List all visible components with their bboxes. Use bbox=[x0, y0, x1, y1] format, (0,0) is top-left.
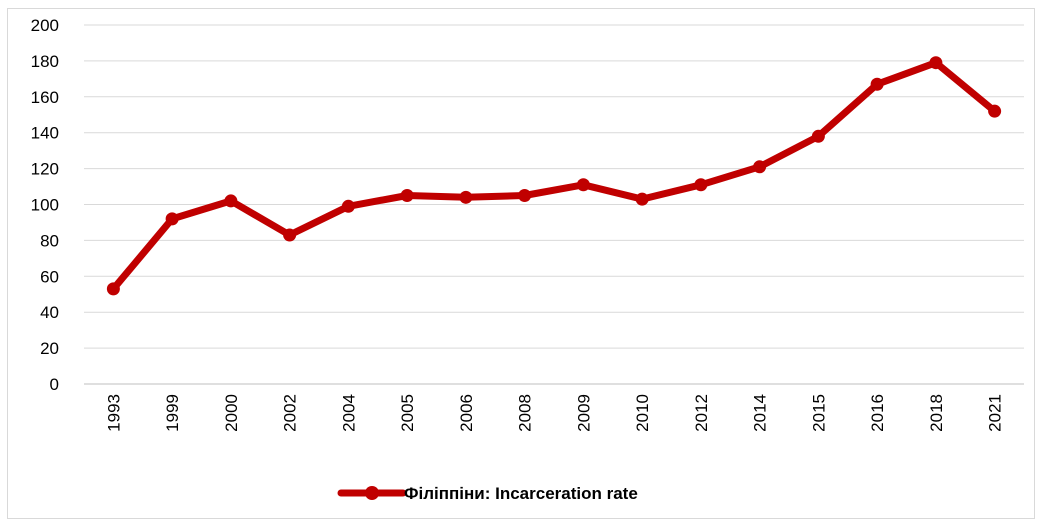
data-point bbox=[283, 228, 297, 242]
x-tick-label: 2014 bbox=[751, 394, 770, 432]
y-tick-label: 40 bbox=[40, 303, 59, 322]
series-line bbox=[109, 59, 999, 293]
y-tick-label: 100 bbox=[31, 196, 59, 215]
data-point bbox=[165, 212, 179, 226]
data-point bbox=[341, 199, 355, 213]
data-point bbox=[576, 178, 590, 192]
legend: Філіппіни: Incarceration rate bbox=[337, 484, 638, 503]
data-point bbox=[518, 189, 532, 203]
y-tick-label: 60 bbox=[40, 267, 59, 286]
y-tick-label: 180 bbox=[31, 52, 59, 71]
y-tick-label: 200 bbox=[31, 16, 59, 35]
data-point bbox=[400, 189, 414, 203]
data-point bbox=[988, 104, 1002, 118]
x-tick-label: 2005 bbox=[398, 394, 417, 432]
y-tick-label: 160 bbox=[31, 88, 59, 107]
series bbox=[106, 56, 1002, 296]
y-tick-label: 0 bbox=[50, 375, 59, 394]
x-tick-label: 2012 bbox=[692, 394, 711, 432]
legend-label: Філіппіни: Incarceration rate bbox=[404, 484, 638, 503]
data-point bbox=[870, 77, 884, 91]
data-point bbox=[106, 282, 120, 296]
data-point bbox=[694, 178, 708, 192]
data-point bbox=[459, 190, 473, 204]
x-axis-ticks: 1993 1999 2000 2002 2004 2005 2006 2008 2009 2010… bbox=[104, 394, 1004, 432]
x-tick-label: 2008 bbox=[516, 394, 535, 432]
x-tick-label: 2000 bbox=[222, 394, 241, 432]
x-tick-label: 2004 bbox=[339, 394, 358, 432]
x-tick-label: 2018 bbox=[927, 394, 946, 432]
y-tick-label: 120 bbox=[31, 160, 59, 179]
y-axis-ticks: 0 20 40 60 80 100 120 140 160 180 200 bbox=[31, 16, 59, 394]
x-tick-label: 2021 bbox=[986, 394, 1005, 432]
gridlines bbox=[84, 24, 1024, 385]
x-tick-label: 2006 bbox=[457, 394, 476, 432]
y-tick-label: 140 bbox=[31, 124, 59, 143]
data-point bbox=[635, 192, 649, 206]
x-tick-label: 2002 bbox=[281, 394, 300, 432]
legend-swatch-marker bbox=[365, 486, 379, 500]
data-point bbox=[753, 160, 767, 174]
data-point bbox=[929, 56, 943, 70]
x-tick-label: 1999 bbox=[163, 394, 182, 432]
x-tick-label: 2015 bbox=[809, 394, 828, 432]
x-tick-label: 2009 bbox=[574, 394, 593, 432]
x-tick-label: 1993 bbox=[104, 394, 123, 432]
data-point bbox=[224, 194, 238, 208]
x-tick-label: 2010 bbox=[633, 394, 652, 432]
y-tick-label: 80 bbox=[40, 231, 59, 250]
data-point bbox=[811, 129, 825, 143]
y-tick-label: 20 bbox=[40, 339, 59, 358]
x-tick-label: 2016 bbox=[868, 394, 887, 432]
